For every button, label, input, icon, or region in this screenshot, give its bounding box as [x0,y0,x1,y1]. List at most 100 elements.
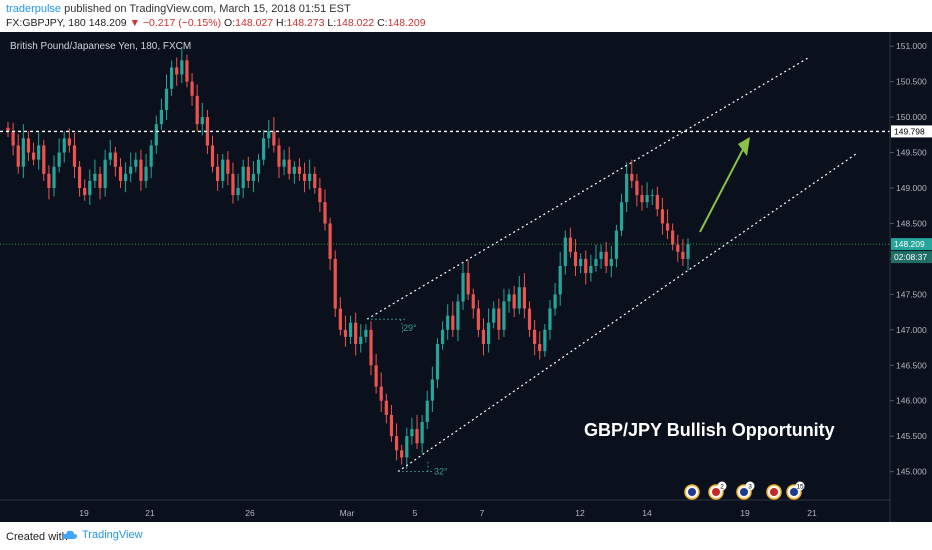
last-price-tag [891,238,932,251]
candle-body [410,429,414,437]
candle-body [543,329,547,352]
y-tick-label: 151.000 [896,41,927,51]
candle-body [568,237,573,252]
chart-header: traderpulse published on TradingView.com… [0,0,932,32]
flag-dot [712,488,720,496]
candle-body [338,308,342,330]
candle-body [287,159,291,174]
uk-jp-flag-icon[interactable]: 2 [708,481,727,500]
candle-body [348,322,353,337]
candle-body [129,166,133,174]
chart-area[interactable]: British Pound/Japanese Yen, 180, FXCM 29… [0,32,932,522]
candle-body [159,110,163,125]
candle-body [655,195,659,210]
symbol-label: FX:GBPJPY, 180 [6,17,86,29]
x-tick-label: 21 [807,508,817,518]
footer: Created with TradingView [0,522,932,550]
candle-body [660,209,665,224]
candle-body [497,308,501,330]
candle-body [558,266,562,295]
close-label: C: [377,17,388,29]
low-value: 148.022 [336,17,375,29]
flag-dot [740,488,748,496]
candle-body [645,195,649,203]
candle-body [297,166,302,174]
candle-body [665,223,670,231]
arrow-head-icon [738,136,750,157]
candle-body [435,344,440,380]
level-price-label: 149.798 [894,126,925,136]
candle-body [118,166,123,181]
y-tick-label: 145.500 [896,431,927,441]
candle-body [415,429,419,444]
candle-body [481,329,486,344]
candle-body [292,166,296,174]
candle-body [226,159,230,174]
candle-body [476,308,480,330]
candle-body [594,258,598,266]
candle-body [256,159,261,174]
candle-body [650,195,654,197]
jp-flag-icon[interactable]: 3 [736,481,755,500]
candle-body [144,166,148,181]
close-value: 148.209 [387,17,426,29]
y-tick-label: 146.500 [896,360,927,370]
event-count-label: 15 [796,484,804,491]
candle-body [57,152,61,167]
last-price-label: 148.209 [894,239,925,249]
uk-flag-icon[interactable]: 15 [786,481,805,500]
uk-flag-icon[interactable] [684,484,700,500]
candle-body [185,60,189,82]
candle-body [26,138,31,153]
y-tick-label: 149.500 [896,148,927,158]
y-tick-label: 147.000 [896,325,927,335]
y-tick-label: 148.500 [896,218,927,228]
candle-body [313,173,317,188]
price-value: 148.209 [88,17,127,29]
candle-body [200,117,204,125]
candle-body [374,365,378,387]
candle-body [369,329,373,366]
candle-body [614,230,619,259]
x-tick-label: 5 [413,508,418,518]
candle-body [282,159,286,167]
tradingview-label: TradingView [82,529,143,541]
channel-upper-line [366,56,811,320]
jp-flag-icon[interactable] [766,484,782,500]
candle-body [246,166,250,181]
price-chart[interactable]: British Pound/Japanese Yen, 180, FXCM 29… [0,32,932,522]
candle-body [584,258,588,274]
candle-body [548,308,552,330]
candle-body [72,145,77,167]
candle-body [62,138,66,153]
candle-body [302,173,307,181]
x-tick-label: Mar [340,508,355,518]
open-value: 148.027 [235,17,274,29]
tradingview-brand[interactable]: TradingView [62,529,143,541]
candle-body [103,159,107,188]
candle-body [538,344,542,352]
candle-body [619,202,624,231]
candle-body [553,294,557,309]
author-link[interactable]: traderpulse [6,3,62,15]
candle-body [31,152,36,160]
candle-body [502,301,506,330]
candle-body [379,386,383,401]
candle-body [343,329,348,337]
candle-body [251,173,256,181]
candle-body [175,67,179,75]
candle-body [384,400,388,415]
angle-label: 29° [403,323,417,333]
candle-body [364,329,368,337]
candle-body [333,258,337,309]
x-tick-label: 21 [145,508,155,518]
candle-body [676,244,680,252]
x-tick-label: 14 [642,508,652,518]
candle-body [308,173,312,181]
candle-body [461,273,465,302]
price-axis-bg [890,32,932,522]
cloud-icon [62,530,78,539]
candle-body [405,436,409,458]
candle-body [389,414,394,437]
candle-body [93,173,97,181]
